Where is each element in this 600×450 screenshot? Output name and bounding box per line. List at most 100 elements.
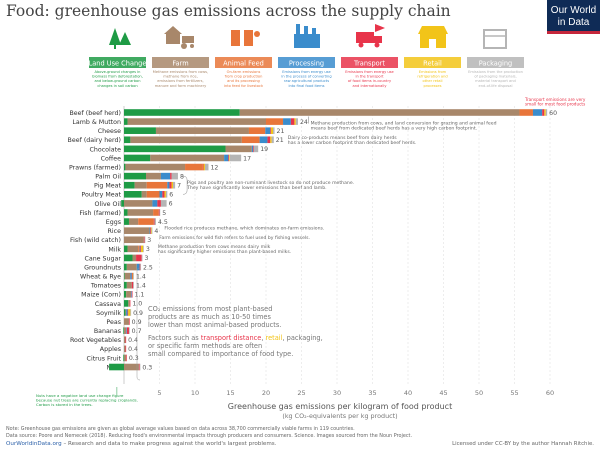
stage-desc-line: other retail (423, 79, 443, 83)
category-label: Tomatoes (90, 283, 121, 290)
bracket-line (183, 175, 188, 195)
transport-note: small for most food products (525, 102, 585, 107)
x-tick-label: 15 (226, 389, 234, 397)
bar-segment (251, 145, 254, 153)
annotation-text: has significantly higher emissions than … (158, 249, 291, 255)
category-label: Peas (106, 319, 121, 326)
bar-segment (124, 145, 226, 153)
bar-segment (126, 309, 128, 316)
category-label: Eggs (106, 219, 121, 226)
bar-segment (124, 263, 127, 271)
stage-desc-line: raw agricultural products (284, 79, 329, 83)
stage-desc-line: of food items in-country (348, 79, 392, 83)
bar-segment (130, 309, 132, 316)
footer-license: Licensed under CC-BY by the author Hanna… (452, 441, 594, 447)
footer-site-link[interactable]: OurWorldinData.org (6, 441, 62, 447)
category-label: Fish (wild catch) (70, 237, 121, 244)
category-label: Palm Oil (95, 174, 121, 181)
shop-door (429, 39, 436, 48)
bar-segment (126, 327, 127, 334)
bar-segment (132, 254, 137, 262)
total-value-label: 0.7 (132, 328, 142, 335)
plant-note: lower than most animal-based products. (148, 321, 281, 329)
stage-desc-line: Methane emissions from cows, (153, 70, 208, 74)
bar-segment (138, 363, 140, 371)
truck-cab (374, 36, 382, 43)
factory-icon (294, 24, 320, 48)
footer-note: Note: Greenhouse gas emissions are given… (6, 426, 355, 432)
category-label: Root Vegetables (70, 337, 121, 344)
total-value-label: 0.3 (142, 364, 152, 371)
bar-segment (185, 163, 203, 171)
stage-label-bar (404, 57, 461, 68)
bar-segment (139, 363, 141, 371)
category-label: Chocolate (89, 146, 121, 153)
stage-label-6: Retail (423, 60, 442, 68)
bar-segment (124, 172, 147, 180)
bar-segment (157, 200, 161, 207)
tractor-wheel (181, 43, 187, 49)
bar-segment (124, 281, 127, 289)
nuts-note: because nut trees are currently replacin… (36, 398, 138, 403)
plant-note-part: , (261, 334, 265, 342)
bar-segment (267, 136, 271, 144)
total-value-label: 60 (549, 110, 557, 117)
category-label: Poultry Meat (81, 192, 121, 199)
total-value-label: 1.4 (136, 273, 146, 280)
bar-segment (130, 136, 242, 144)
category-label: Soymilk (96, 310, 121, 317)
x-tick-label: 55 (510, 389, 518, 397)
bar-segment (124, 118, 128, 125)
bar-segment (124, 291, 127, 298)
stage-desc-line: into feed for livestock (224, 84, 264, 88)
bar-segment (266, 118, 284, 125)
bar-segment (133, 281, 134, 289)
bar-segment (270, 127, 274, 134)
owid-logo[interactable]: Our World in Data (547, 0, 600, 34)
x-tick-label: 60 (546, 389, 554, 397)
stage-desc-line: Above-ground changes in (95, 70, 141, 74)
bar-segment (150, 227, 152, 234)
shop-awning (418, 26, 448, 34)
total-value-label: 1.0 (132, 301, 142, 308)
category-label: Cheese (98, 128, 121, 135)
bar-segment (162, 191, 165, 198)
truck-cargo (356, 32, 374, 43)
total-value-label: 21 (277, 128, 285, 135)
bar-segment (127, 309, 129, 316)
bar-segment (224, 154, 229, 162)
stage-desc-line: Emissions from (419, 70, 447, 74)
bar-segment (144, 236, 146, 244)
total-value-label: 1.1 (135, 292, 145, 299)
bar-segment (124, 363, 139, 371)
bar-segment (125, 345, 127, 353)
bar-segment (124, 191, 142, 198)
bar-segment (124, 327, 127, 334)
bar-segment (259, 136, 268, 144)
bar-segment (125, 336, 127, 344)
plant-note-part: Factors such as (148, 334, 201, 342)
truck-wheel (374, 42, 380, 48)
bar-segment (204, 163, 209, 171)
factory-chimney (296, 24, 300, 34)
x-tick-label: 25 (297, 389, 305, 397)
stage-desc-line: and its processing (227, 79, 260, 83)
category-label: Pig Meat (94, 183, 122, 190)
footer-tagline: – Research and data to make progress aga… (62, 441, 277, 447)
bar-segment (124, 218, 129, 225)
annotation-text: has a lower carbon footprint than dedica… (288, 140, 417, 146)
bar-segment (225, 145, 252, 153)
bar-segment (141, 245, 144, 253)
category-label: Wheat & Rye (80, 274, 121, 281)
stage-desc-line: On-farm emissions (227, 70, 261, 74)
stage-label-bar (341, 57, 398, 68)
plant-note-factors: small compared to importance of food typ… (148, 350, 293, 358)
bar-segment (248, 127, 266, 134)
stage-label-2: Farm (172, 60, 188, 68)
bar-segment (140, 263, 142, 271)
total-value-label: 19 (260, 146, 268, 153)
bar-segment (124, 236, 144, 244)
bar-segment (124, 318, 129, 325)
total-value-label: 2.5 (143, 264, 153, 271)
